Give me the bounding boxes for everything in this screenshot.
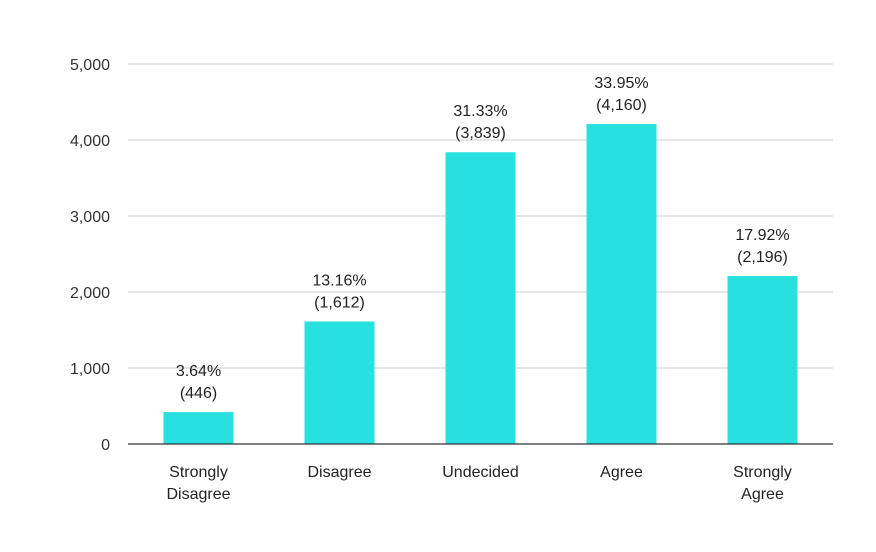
x-category-label: Disagree bbox=[307, 464, 371, 481]
y-axis-ticks: 0 1,000 2,000 3,000 4,000 5,000 bbox=[70, 57, 110, 454]
y-tick-label: 2,000 bbox=[70, 285, 110, 302]
bar bbox=[445, 152, 516, 444]
data-label-line: 33.95% bbox=[594, 75, 648, 92]
y-tick-label: 4,000 bbox=[70, 133, 110, 150]
data-label: 31.33% (3,839) bbox=[453, 103, 507, 142]
bar bbox=[586, 124, 657, 444]
data-label-line: 3.64% bbox=[176, 363, 221, 380]
x-category-label-line: Agree bbox=[741, 486, 784, 503]
bars bbox=[163, 124, 798, 444]
data-label-line: (4,160) bbox=[596, 97, 647, 114]
x-category-label-line: Strongly bbox=[169, 464, 228, 481]
y-tick-label: 5,000 bbox=[70, 57, 110, 74]
bar bbox=[163, 412, 234, 444]
x-category-label: Agree bbox=[600, 464, 643, 481]
x-category-label-line: Agree bbox=[600, 464, 643, 481]
x-category-label-line: Undecided bbox=[442, 464, 519, 481]
data-label-line: 13.16% bbox=[312, 272, 366, 289]
x-category-label-line: Strongly bbox=[733, 464, 792, 481]
data-label: 13.16% (1,612) bbox=[312, 272, 366, 311]
data-label-line: 31.33% bbox=[453, 103, 507, 120]
data-label-line: (446) bbox=[180, 385, 217, 402]
data-label-line: (1,612) bbox=[314, 294, 365, 311]
y-tick-label: 3,000 bbox=[70, 209, 110, 226]
bar bbox=[727, 276, 798, 444]
data-label: 17.92% (2,196) bbox=[735, 227, 789, 266]
data-labels: 3.64% (446) 13.16% (1,612) 31.33% (3,839) 33.9… bbox=[176, 75, 790, 402]
bar bbox=[304, 321, 375, 444]
data-label-line: 17.92% bbox=[735, 227, 789, 244]
data-label: 3.64% (446) bbox=[176, 363, 221, 402]
data-label-line: (2,196) bbox=[737, 249, 788, 266]
data-label-line: (3,839) bbox=[455, 125, 506, 142]
x-category-label: Undecided bbox=[442, 464, 519, 481]
x-category-label-line: Disagree bbox=[166, 486, 230, 503]
data-label: 33.95% (4,160) bbox=[594, 75, 648, 114]
x-category-label: Strongly Agree bbox=[733, 464, 792, 503]
y-tick-label: 0 bbox=[101, 437, 110, 454]
y-tick-label: 1,000 bbox=[70, 361, 110, 378]
x-category-label-line: Disagree bbox=[307, 464, 371, 481]
x-category-label: Strongly Disagree bbox=[166, 464, 230, 503]
